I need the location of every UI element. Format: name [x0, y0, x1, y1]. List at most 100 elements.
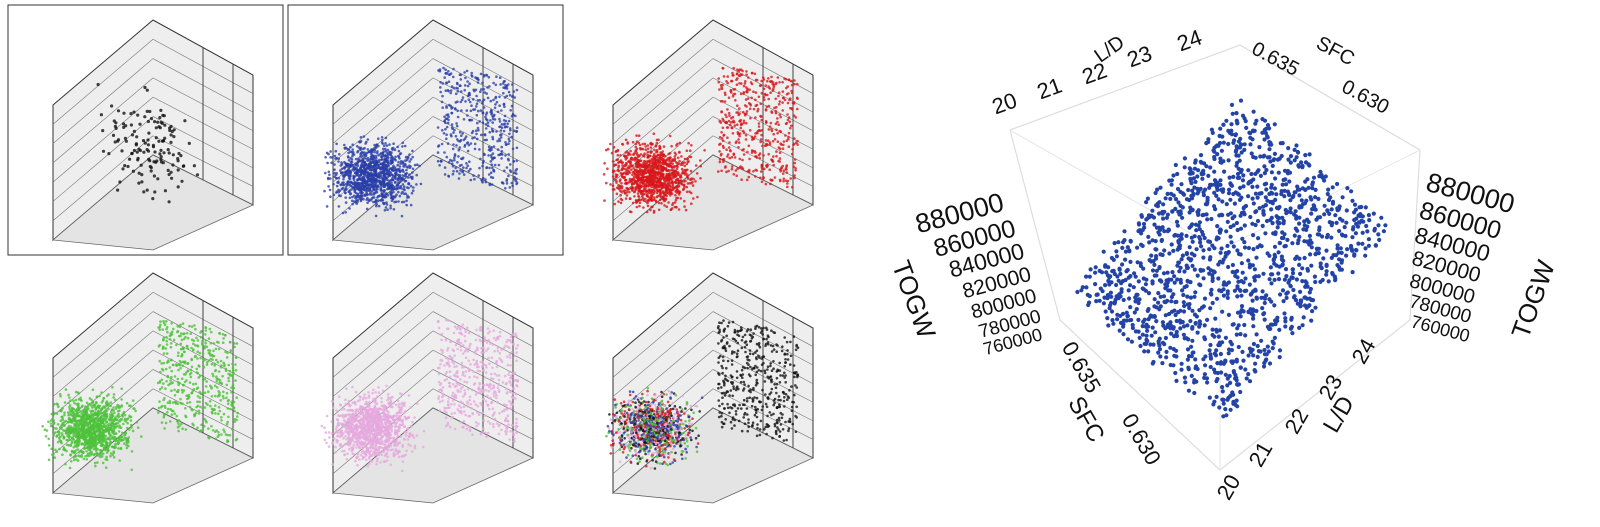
point [443, 166, 447, 169]
point [173, 388, 176, 392]
point [744, 98, 748, 101]
point [655, 141, 659, 145]
point [452, 67, 455, 71]
point [677, 208, 681, 211]
point [778, 151, 782, 154]
point [689, 169, 693, 173]
point [114, 442, 117, 446]
point [718, 88, 721, 91]
point [727, 146, 731, 149]
point [732, 74, 735, 77]
point [157, 406, 161, 410]
point [490, 146, 494, 149]
point [375, 160, 378, 164]
point [760, 118, 763, 122]
point [477, 109, 480, 113]
point [196, 400, 199, 403]
point [177, 151, 181, 156]
point [372, 200, 375, 204]
point [199, 331, 202, 334]
point [337, 191, 340, 194]
point [453, 158, 456, 162]
wall-grid [332, 77, 434, 164]
point [181, 322, 185, 325]
point [90, 420, 94, 423]
point [143, 85, 147, 90]
point [791, 148, 794, 151]
point [507, 142, 510, 146]
point [369, 165, 372, 169]
point [515, 159, 519, 163]
point [787, 78, 790, 82]
point [506, 122, 509, 125]
point [503, 122, 507, 126]
point [645, 210, 649, 214]
point [348, 171, 352, 174]
point [777, 123, 780, 126]
point [114, 446, 117, 449]
point [484, 178, 487, 181]
point [102, 431, 105, 434]
point [647, 192, 650, 195]
point [744, 133, 748, 137]
point [689, 178, 692, 181]
point [69, 429, 73, 432]
point [374, 170, 378, 174]
point [512, 90, 516, 93]
point [56, 440, 60, 444]
point [636, 178, 640, 181]
point [625, 161, 628, 165]
point [486, 124, 490, 127]
point [726, 136, 729, 139]
point [674, 194, 677, 197]
point [670, 144, 673, 148]
point [790, 83, 794, 87]
point [123, 164, 127, 168]
point [346, 173, 350, 177]
point [386, 153, 390, 157]
point [731, 132, 735, 135]
point [499, 83, 502, 86]
point [406, 194, 409, 197]
point [398, 173, 402, 177]
point [636, 170, 639, 173]
point [396, 182, 400, 185]
point [99, 423, 102, 426]
point [719, 100, 723, 103]
point [87, 439, 90, 443]
point [460, 98, 464, 102]
wall-grid [52, 116, 154, 202]
point [226, 407, 230, 410]
point [725, 80, 728, 83]
point [78, 419, 81, 422]
point [72, 431, 75, 435]
point [207, 337, 211, 340]
point [67, 434, 71, 437]
point [79, 449, 82, 453]
point [335, 184, 339, 188]
point [71, 437, 75, 440]
point [225, 396, 228, 400]
point [680, 167, 684, 171]
point [194, 354, 197, 358]
point [332, 182, 335, 186]
point [342, 183, 346, 187]
point [75, 411, 78, 415]
point [388, 172, 391, 176]
point [93, 419, 96, 422]
point [191, 389, 195, 393]
point [386, 156, 390, 159]
point [99, 431, 102, 434]
point [738, 157, 742, 161]
point [470, 104, 473, 107]
point [153, 120, 157, 124]
point [683, 199, 686, 203]
point [614, 175, 618, 179]
point [172, 327, 175, 331]
point [162, 352, 166, 355]
point [162, 151, 166, 155]
point [112, 428, 116, 431]
point [479, 109, 483, 112]
point [644, 168, 647, 171]
point [165, 326, 169, 329]
